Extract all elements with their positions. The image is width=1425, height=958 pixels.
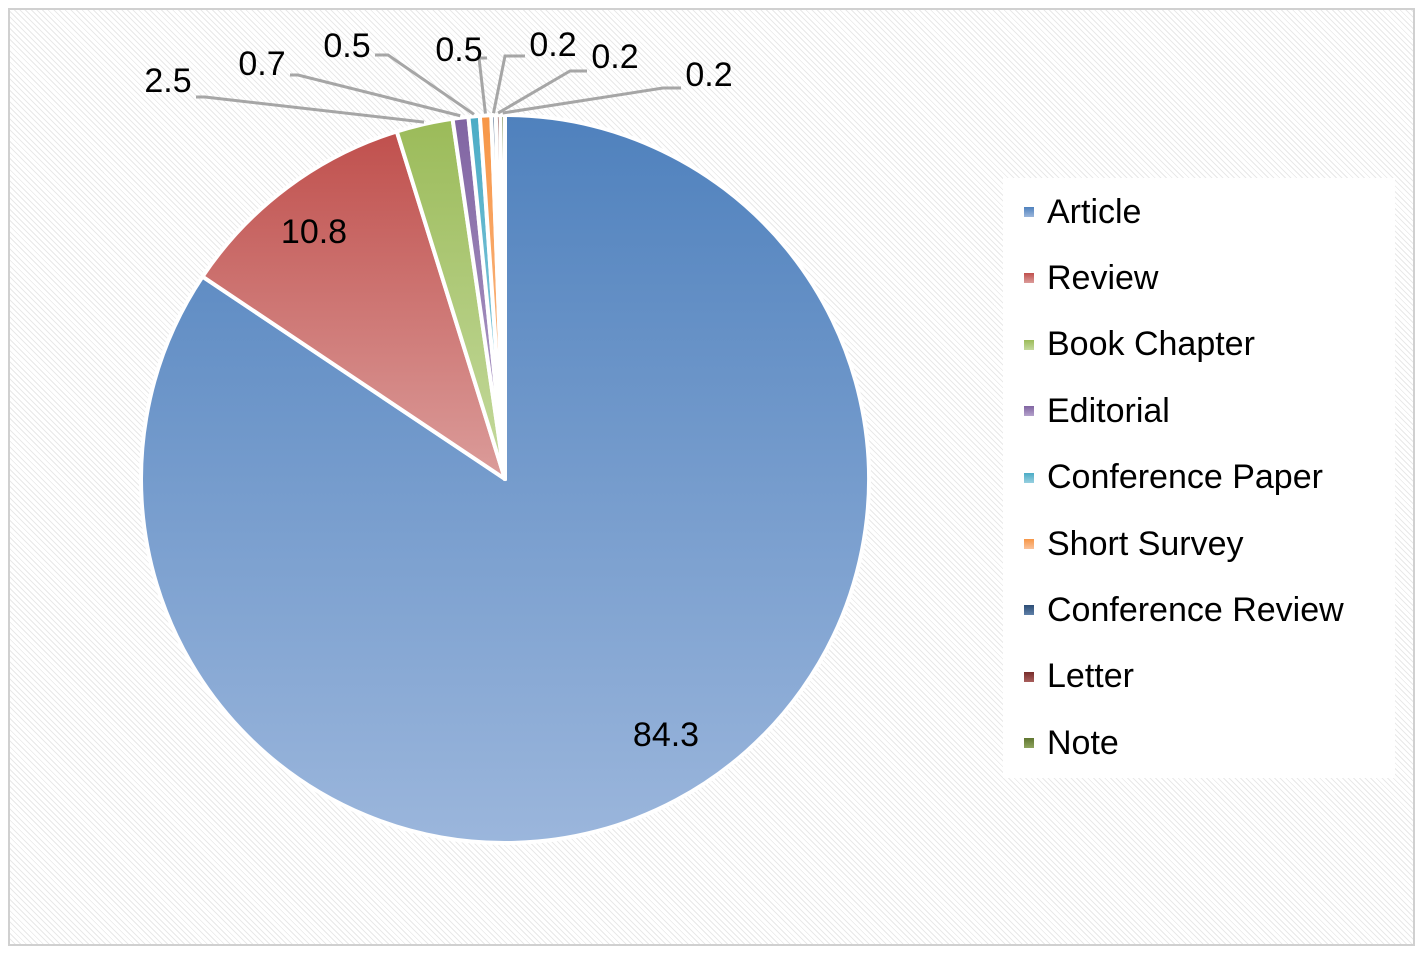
legend-swatch bbox=[1024, 472, 1034, 483]
legend-label: Conference Review bbox=[1047, 590, 1344, 629]
legend-swatch bbox=[1024, 671, 1034, 682]
legend: Article Review Book Chapter Editorial Confer… bbox=[1003, 178, 1395, 778]
data-label-conference-review: 0.2 bbox=[529, 26, 576, 64]
legend-item-conference-review: Conference Review bbox=[1003, 590, 1344, 630]
legend-label: Editorial bbox=[1047, 391, 1170, 430]
data-label-book-chapter: 2.5 bbox=[144, 62, 191, 100]
legend-swatch bbox=[1024, 605, 1034, 616]
leader-line-conference-paper bbox=[375, 53, 475, 116]
legend-label: Article bbox=[1047, 192, 1142, 231]
leader-line-letter bbox=[497, 69, 587, 115]
pie-slice-review bbox=[200, 129, 507, 481]
legend-label: Conference Paper bbox=[1047, 458, 1323, 497]
legend-item-note: Note bbox=[1003, 723, 1119, 763]
leader-line-book-chapter bbox=[196, 95, 425, 124]
legend-item-short-survey: Short Survey bbox=[1003, 524, 1244, 564]
pie-slice-note bbox=[498, 113, 507, 481]
legend-item-editorial: Editorial bbox=[1003, 391, 1170, 431]
legend-item-book-chapter: Book Chapter bbox=[1003, 325, 1255, 365]
data-label-article: 84.3 bbox=[633, 716, 699, 754]
legend-item-letter: Letter bbox=[1003, 657, 1134, 697]
data-labels: 84.3 10.8 2.5 0.7 0.5 0.5 0.2 0.2 0.2 bbox=[144, 26, 732, 754]
data-label-review: 10.8 bbox=[281, 213, 347, 251]
data-label-conference-paper: 0.5 bbox=[323, 27, 370, 65]
legend-swatch bbox=[1024, 207, 1034, 217]
leader-line-short-survey bbox=[477, 56, 487, 114]
data-label-note: 0.2 bbox=[685, 56, 732, 94]
legend-label: Short Survey bbox=[1047, 524, 1244, 563]
legend-swatch bbox=[1024, 738, 1034, 749]
data-label-short-survey: 0.5 bbox=[435, 31, 482, 69]
legend-swatch bbox=[1024, 273, 1034, 284]
legend-label: Note bbox=[1047, 723, 1119, 762]
legend-swatch bbox=[1024, 539, 1034, 549]
legend-label: Review bbox=[1047, 258, 1159, 297]
legend-item-conference-paper: Conference Paper bbox=[1003, 458, 1323, 498]
leader-line-note bbox=[502, 86, 681, 115]
legend-label: Letter bbox=[1047, 657, 1134, 696]
data-label-editorial: 0.7 bbox=[238, 45, 285, 83]
data-label-letter: 0.2 bbox=[591, 38, 638, 76]
legend-item-review: Review bbox=[1003, 258, 1158, 298]
legend-item-article: Article bbox=[1003, 192, 1141, 232]
leader-line-editorial bbox=[290, 73, 461, 118]
pie-slices bbox=[139, 113, 871, 845]
legend-swatch bbox=[1024, 406, 1034, 417]
legend-swatch bbox=[1024, 339, 1034, 350]
leader-lines bbox=[196, 53, 681, 124]
legend-label: Book Chapter bbox=[1047, 325, 1255, 364]
leader-line-conference-review bbox=[492, 54, 525, 114]
